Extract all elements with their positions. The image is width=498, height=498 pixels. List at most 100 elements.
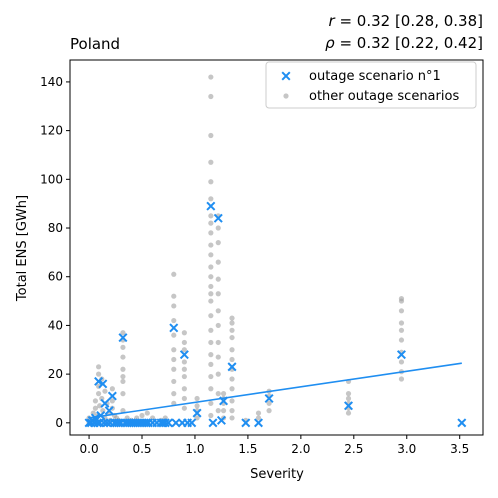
outage-scenario-point: [160, 418, 170, 428]
other-scenario-point: [171, 317, 177, 324]
other-scenario-point: [109, 386, 115, 392]
other-scenario-point: [208, 220, 214, 226]
other-scenario-point: [194, 403, 200, 409]
other-scenario-point: [208, 242, 214, 248]
other-scenario-point: [255, 410, 262, 416]
other-scenario-point: [171, 293, 177, 299]
outage-scenario-point: [216, 415, 226, 425]
other-scenario-point: [171, 347, 177, 353]
x-marker-stroke: [187, 418, 197, 428]
outage-scenario-point: [253, 418, 264, 428]
x-marker-stroke: [90, 413, 100, 423]
other-scenario-point: [102, 388, 108, 394]
other-scenario-point: [92, 398, 99, 404]
other-scenario-point: [398, 376, 405, 382]
legend-circle-icon: [283, 93, 289, 99]
other-scenario-point: [208, 412, 214, 419]
legend-marker-circle: [283, 93, 289, 99]
other-scenario-point: [215, 291, 221, 297]
other-scenario-point: [208, 196, 214, 202]
other-scenario-point: [208, 361, 214, 367]
outage-scenario-point: [169, 323, 179, 333]
x-tick-label: 0.0: [80, 442, 99, 456]
other-scenario-point: [215, 240, 221, 246]
other-scenario-point: [255, 415, 262, 421]
other-scenario-point: [215, 276, 221, 282]
other-scenario-point: [181, 359, 187, 365]
other-scenario-point: [97, 403, 103, 409]
x-tick-label: 2.5: [344, 442, 363, 456]
other-scenario-point: [194, 395, 200, 402]
x-marker-stroke: [264, 393, 274, 403]
spearman-symbol: ρ: [325, 34, 335, 52]
other-scenario-point: [208, 264, 214, 270]
other-scenario-point: [208, 274, 214, 280]
outage-scenario-point: [206, 201, 216, 211]
x-marker-stroke: [169, 323, 179, 333]
other-scenario-point: [229, 327, 235, 333]
other-scenario-point: [215, 408, 221, 414]
other-scenario-point: [171, 271, 177, 277]
other-scenario-point: [181, 373, 187, 380]
x-marker-stroke: [281, 71, 291, 81]
other-scenario-point: [95, 364, 102, 370]
x-marker-stroke: [179, 350, 189, 360]
other-scenario-point: [144, 410, 150, 416]
other-scenario-point: [181, 395, 187, 402]
other-scenario-point: [208, 352, 214, 358]
other-scenario-point: [208, 252, 214, 258]
spearman-value: = 0.32 [0.22, 0.42]: [335, 34, 483, 52]
x-tick-label: 3.5: [450, 442, 469, 456]
other-scenario-point: [208, 213, 214, 219]
legend-x-icon: [281, 71, 291, 81]
other-scenario-point: [99, 395, 105, 402]
outage-scenario-point: [104, 406, 114, 416]
other-scenario-point: [120, 408, 126, 414]
x-marker-stroke: [206, 201, 216, 211]
other-scenario-point: [171, 332, 177, 338]
outage-scenario-point: [100, 398, 110, 408]
legend-label-outage-scenario: outage scenario n°1: [309, 69, 441, 84]
x-marker-stroke: [100, 398, 110, 408]
outage-scenario-point: [457, 418, 467, 428]
legend-frame: [265, 61, 477, 109]
x-marker-stroke: [213, 213, 223, 223]
outage-scenario-point: [94, 376, 104, 386]
other-scenario-point: [208, 159, 214, 165]
other-scenario-point: [229, 398, 235, 404]
x-marker-stroke: [160, 418, 170, 428]
x-marker-stroke: [107, 391, 117, 401]
other-scenario-point: [208, 93, 214, 100]
x-marker-stroke: [227, 362, 237, 372]
x-marker-stroke: [96, 411, 106, 421]
other-scenario-point: [215, 371, 221, 377]
y-tick-label: 0: [55, 416, 63, 430]
other-scenario-point: [208, 230, 214, 236]
outage-scenario-point: [102, 418, 112, 428]
x-axis-label: Severity: [250, 467, 304, 482]
other-scenario-point: [208, 291, 214, 297]
other-scenario-point: [92, 405, 99, 411]
other-scenario-point: [208, 298, 214, 304]
outage-scenario-point: [192, 408, 202, 418]
legend-label-other-scenarios: other outage scenarios: [309, 89, 459, 104]
other-scenario-point: [229, 415, 235, 421]
other-scenario-point: [208, 179, 214, 185]
y-tick-label: 120: [40, 124, 63, 138]
y-tick-label: 40: [48, 318, 63, 332]
other-scenario-point: [229, 408, 235, 414]
other-scenario-point: [120, 330, 126, 336]
other-scenario-point: [215, 354, 221, 360]
other-scenario-point: [229, 347, 235, 353]
outage-scenario-point: [227, 362, 237, 372]
other-scenario-point: [229, 320, 235, 326]
outage-scenario-point: [241, 418, 251, 428]
x-marker-stroke: [241, 418, 251, 428]
other-scenario-point: [215, 322, 221, 329]
other-scenario-point: [398, 320, 405, 326]
outage-scenario-point: [98, 379, 108, 389]
x-marker-stroke: [94, 376, 104, 386]
other-scenario-point: [220, 391, 227, 397]
outage-scenario-point: [179, 350, 189, 360]
x-tick-label: 2.0: [291, 442, 310, 456]
